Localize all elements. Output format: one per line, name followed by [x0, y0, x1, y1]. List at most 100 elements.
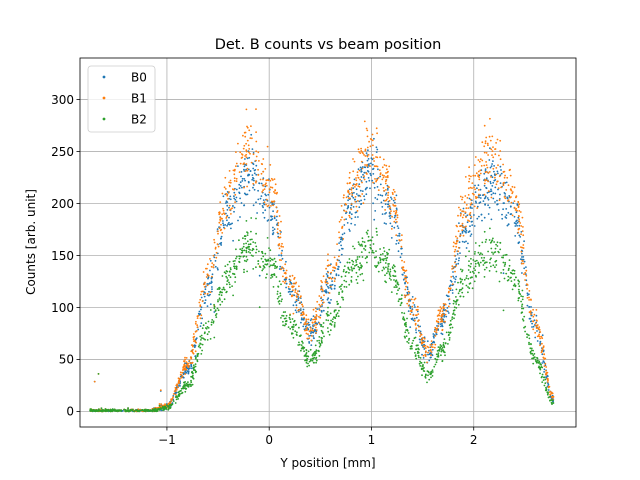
- data-point: [477, 262, 479, 264]
- data-point: [341, 247, 344, 250]
- data-point: [228, 206, 230, 209]
- data-points: [89, 108, 555, 413]
- data-point: [387, 194, 389, 197]
- data-point: [206, 339, 209, 341]
- data-point: [474, 260, 477, 263]
- data-point: [398, 235, 401, 237]
- data-point: [318, 303, 321, 306]
- data-point: [294, 330, 297, 333]
- data-point: [530, 343, 532, 346]
- data-point: [430, 356, 432, 359]
- data-point: [239, 197, 242, 200]
- data-point: [485, 136, 488, 139]
- data-point: [326, 311, 329, 313]
- data-point: [239, 248, 242, 251]
- data-point: [490, 188, 492, 191]
- data-point: [133, 410, 135, 413]
- data-point: [349, 230, 351, 232]
- data-point: [335, 315, 338, 317]
- data-point: [543, 384, 546, 387]
- data-point: [340, 236, 342, 239]
- data-point: [510, 280, 513, 282]
- data-point: [526, 304, 529, 307]
- data-point: [313, 324, 316, 327]
- data-point: [478, 253, 481, 256]
- data-point: [383, 222, 386, 225]
- data-point: [341, 296, 344, 299]
- data-point: [238, 255, 241, 258]
- data-point: [480, 257, 483, 259]
- data-point: [331, 320, 334, 323]
- data-point: [224, 265, 227, 267]
- data-point: [437, 309, 440, 312]
- data-point: [97, 373, 100, 375]
- data-point: [359, 152, 362, 155]
- data-point: [547, 392, 549, 395]
- data-point: [241, 156, 244, 159]
- data-point: [190, 364, 193, 366]
- data-point: [306, 337, 309, 340]
- data-point: [190, 350, 193, 353]
- data-point: [513, 272, 516, 275]
- data-point: [541, 349, 544, 352]
- data-point: [423, 343, 425, 346]
- data-point: [538, 333, 540, 336]
- data-point: [302, 347, 305, 350]
- data-point: [353, 247, 356, 250]
- data-point: [327, 319, 330, 322]
- y-tick-label: 100: [51, 301, 74, 315]
- data-point: [320, 324, 323, 326]
- data-point: [239, 185, 242, 187]
- data-point: [451, 292, 454, 294]
- data-point: [318, 336, 321, 338]
- data-point: [323, 335, 325, 338]
- data-point: [515, 207, 518, 210]
- data-point: [409, 313, 412, 315]
- data-point: [522, 307, 525, 310]
- data-point: [457, 262, 460, 265]
- data-point: [529, 320, 532, 323]
- data-point: [294, 282, 297, 285]
- data-point: [406, 288, 409, 291]
- data-point: [338, 249, 341, 252]
- data-point: [269, 257, 272, 260]
- data-point: [496, 138, 499, 141]
- data-point: [504, 261, 507, 264]
- data-point: [352, 184, 354, 187]
- data-point: [409, 310, 412, 312]
- data-point: [246, 231, 248, 234]
- data-point: [392, 199, 395, 202]
- data-point: [467, 269, 470, 271]
- data-point: [437, 346, 440, 348]
- data-point: [240, 171, 243, 173]
- data-point: [385, 192, 388, 195]
- data-point: [219, 242, 221, 245]
- data-point: [300, 317, 303, 320]
- data-point: [167, 403, 170, 406]
- data-point: [522, 319, 525, 322]
- data-point: [294, 324, 297, 326]
- data-point: [415, 357, 418, 360]
- data-point: [521, 289, 524, 292]
- data-point: [294, 291, 297, 293]
- data-point: [263, 266, 266, 269]
- data-point: [270, 219, 272, 222]
- data-point: [519, 222, 522, 224]
- data-point: [306, 322, 309, 325]
- data-point: [243, 204, 245, 207]
- data-point: [257, 151, 260, 154]
- data-point: [457, 250, 460, 253]
- data-point: [252, 255, 254, 257]
- data-point: [187, 383, 189, 386]
- data-point: [400, 252, 403, 255]
- data-point: [492, 181, 495, 184]
- data-point: [267, 204, 270, 207]
- data-point: [334, 316, 336, 319]
- data-point: [255, 201, 257, 204]
- data-point: [428, 378, 431, 381]
- data-point: [291, 318, 294, 320]
- y-tick-label: 50: [59, 353, 74, 367]
- data-point: [328, 333, 331, 336]
- data-point: [279, 229, 281, 232]
- data-point: [249, 249, 251, 251]
